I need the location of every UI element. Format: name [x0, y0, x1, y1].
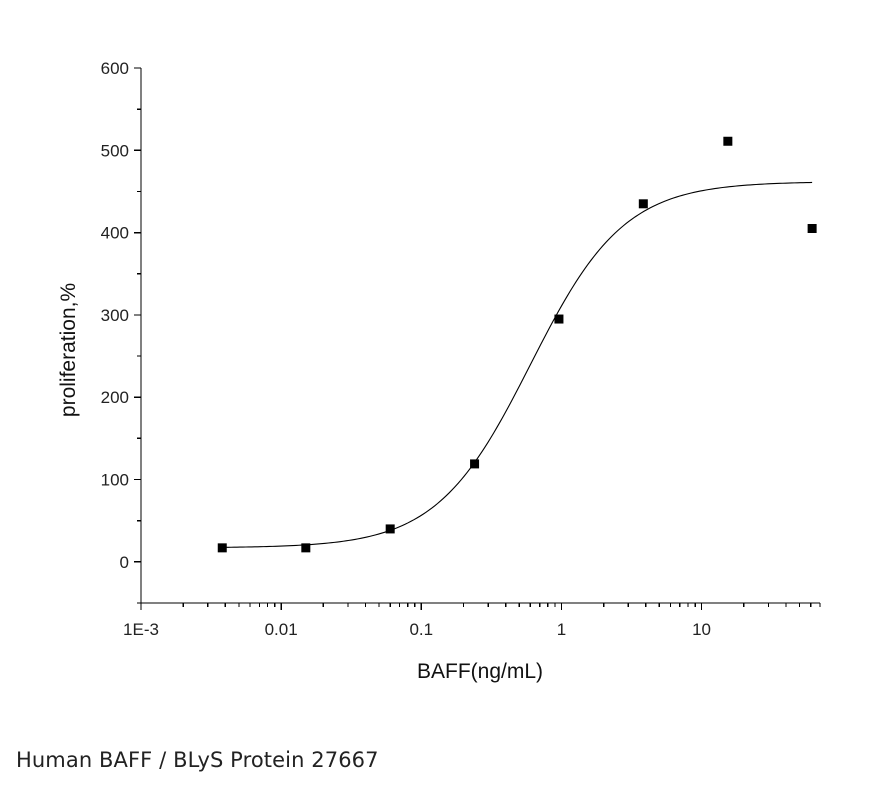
x-tick-label: 1E-3 — [123, 620, 159, 639]
x-axis-title: BAFF(ng/mL) — [417, 660, 543, 683]
x-tick-label: 1 — [557, 620, 566, 639]
y-tick-label: 0 — [120, 553, 129, 572]
y-tick-label: 200 — [101, 388, 129, 407]
data-point — [807, 224, 817, 233]
data-point — [554, 314, 564, 324]
data-point — [638, 199, 648, 209]
y-tick-label: 600 — [101, 59, 129, 78]
fit-curve-group — [222, 181, 813, 548]
tick-labels: 0 100 200 300 400 500 600 1E-3 0.01 0.1 1 10 — [101, 59, 711, 639]
axes — [134, 67, 821, 610]
data-point — [470, 459, 480, 469]
data-point — [723, 136, 733, 146]
y-tick-label: 400 — [101, 224, 129, 243]
data-point — [385, 524, 395, 534]
x-tick-label: 10 — [692, 620, 711, 639]
y-tick-label: 500 — [101, 141, 129, 160]
fit-curve — [222, 181, 813, 548]
y-tick-label: 300 — [101, 306, 129, 325]
data-point — [301, 543, 311, 553]
x-tick-label: 0.1 — [409, 620, 433, 639]
figure-caption: Human BAFF / BLyS Protein 27667 — [16, 748, 379, 772]
data-points — [217, 136, 817, 553]
x-tick-label: 0.01 — [265, 620, 298, 639]
data-point — [217, 543, 227, 553]
y-axis-title: proliferation,% — [57, 283, 80, 417]
y-tick-label: 100 — [101, 471, 129, 490]
